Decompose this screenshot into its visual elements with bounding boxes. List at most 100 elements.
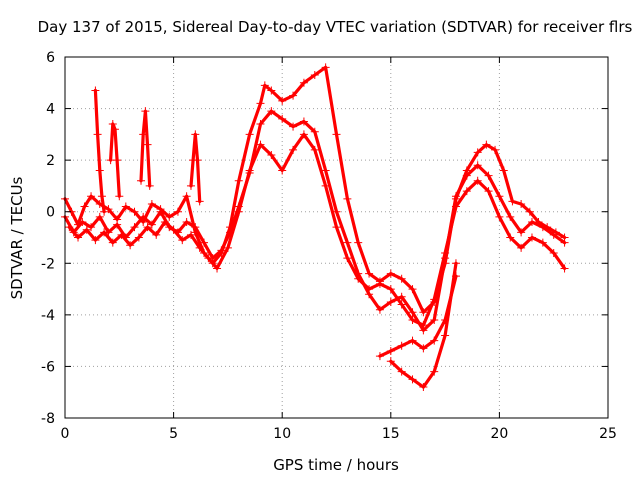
data-point — [430, 367, 439, 376]
data-point — [245, 166, 254, 175]
series-line — [139, 109, 152, 188]
y-tick-label: -2 — [41, 256, 55, 272]
data-point — [343, 254, 352, 263]
data-point — [289, 91, 298, 100]
data-point — [386, 269, 395, 278]
data-point — [108, 120, 117, 129]
series-spike-4 — [186, 130, 204, 206]
data-point — [193, 156, 202, 165]
data-point — [430, 336, 439, 345]
series-line — [378, 274, 458, 358]
data-point — [310, 71, 319, 80]
y-tick-label: -8 — [41, 411, 55, 427]
data-point — [397, 341, 406, 350]
data-point — [278, 114, 287, 123]
data-point — [408, 285, 417, 294]
data-point — [186, 230, 195, 239]
data-point — [430, 295, 439, 304]
data-point — [97, 192, 106, 201]
data-point — [473, 161, 482, 170]
data-point — [165, 212, 174, 221]
data-point — [110, 125, 119, 134]
data-point — [113, 220, 122, 229]
data-point — [256, 140, 265, 149]
data-point — [245, 130, 254, 139]
data-point — [441, 248, 450, 257]
data-point — [91, 86, 100, 95]
data-point — [100, 207, 109, 216]
data-point — [484, 187, 493, 196]
data-point — [451, 192, 460, 201]
series-line — [189, 132, 202, 203]
data-point — [260, 81, 269, 90]
data-point — [223, 243, 232, 252]
data-point — [408, 375, 417, 384]
data-point — [78, 218, 87, 227]
data-point — [408, 336, 417, 345]
y-tick-label: 6 — [46, 50, 55, 66]
data-point — [506, 212, 515, 221]
plot-frame — [64, 56, 609, 419]
data-point — [525, 207, 534, 216]
data-point — [354, 274, 363, 283]
data-point — [397, 274, 406, 283]
data-point — [143, 223, 152, 232]
data-point — [386, 285, 395, 294]
data-point — [160, 218, 169, 227]
series-line — [63, 65, 567, 314]
axis-ticks: 0 5 10 15 20 25 -8 -6 -4 -2 0 2 4 6 — [41, 50, 617, 442]
data-point — [289, 122, 298, 131]
data-point — [108, 238, 117, 247]
data-point — [182, 218, 191, 227]
data-point — [375, 352, 384, 361]
x-tick-label: 25 — [599, 426, 617, 442]
data-point — [289, 145, 298, 154]
series-spike-1 — [91, 86, 109, 216]
y-tick-label: 0 — [46, 205, 55, 221]
data-point — [152, 230, 161, 239]
x-tick-label: 20 — [490, 426, 508, 442]
data-point — [169, 225, 178, 234]
chart-title: Day 137 of 2015, Sidereal Day-to-day VTE… — [38, 18, 633, 36]
data-point — [538, 223, 547, 232]
data-point — [74, 233, 83, 242]
data-point — [137, 176, 146, 185]
series-line — [67, 132, 567, 327]
data-point — [560, 264, 569, 273]
data-point — [375, 279, 384, 288]
data-point — [408, 308, 417, 317]
data-point — [87, 223, 96, 232]
data-point — [321, 181, 330, 190]
series-arc-2 — [61, 107, 569, 335]
data-point — [495, 192, 504, 201]
data-point — [506, 233, 515, 242]
data-point — [419, 321, 428, 330]
data-point — [484, 171, 493, 180]
data-point — [397, 300, 406, 309]
series-spike-3 — [137, 107, 154, 190]
data-point — [82, 225, 91, 234]
data-point — [491, 145, 500, 154]
data-point — [147, 220, 156, 229]
data-point — [321, 63, 330, 72]
data-point — [430, 316, 439, 325]
data-point — [332, 223, 341, 232]
data-point — [115, 192, 124, 201]
data-point — [386, 357, 395, 366]
series-arc-5 — [386, 259, 460, 392]
data-point — [130, 223, 139, 232]
data-point — [267, 150, 276, 159]
data-point — [91, 236, 100, 245]
data-point — [354, 238, 363, 247]
data-point — [451, 259, 460, 268]
data-point — [419, 383, 428, 392]
data-point — [178, 236, 187, 245]
data-point — [419, 308, 428, 317]
data-point — [499, 166, 508, 175]
data-point — [256, 120, 265, 129]
data-point — [256, 99, 265, 108]
data-point — [462, 187, 471, 196]
data-point — [234, 207, 243, 216]
data-point — [278, 96, 287, 105]
data-point — [113, 156, 122, 165]
